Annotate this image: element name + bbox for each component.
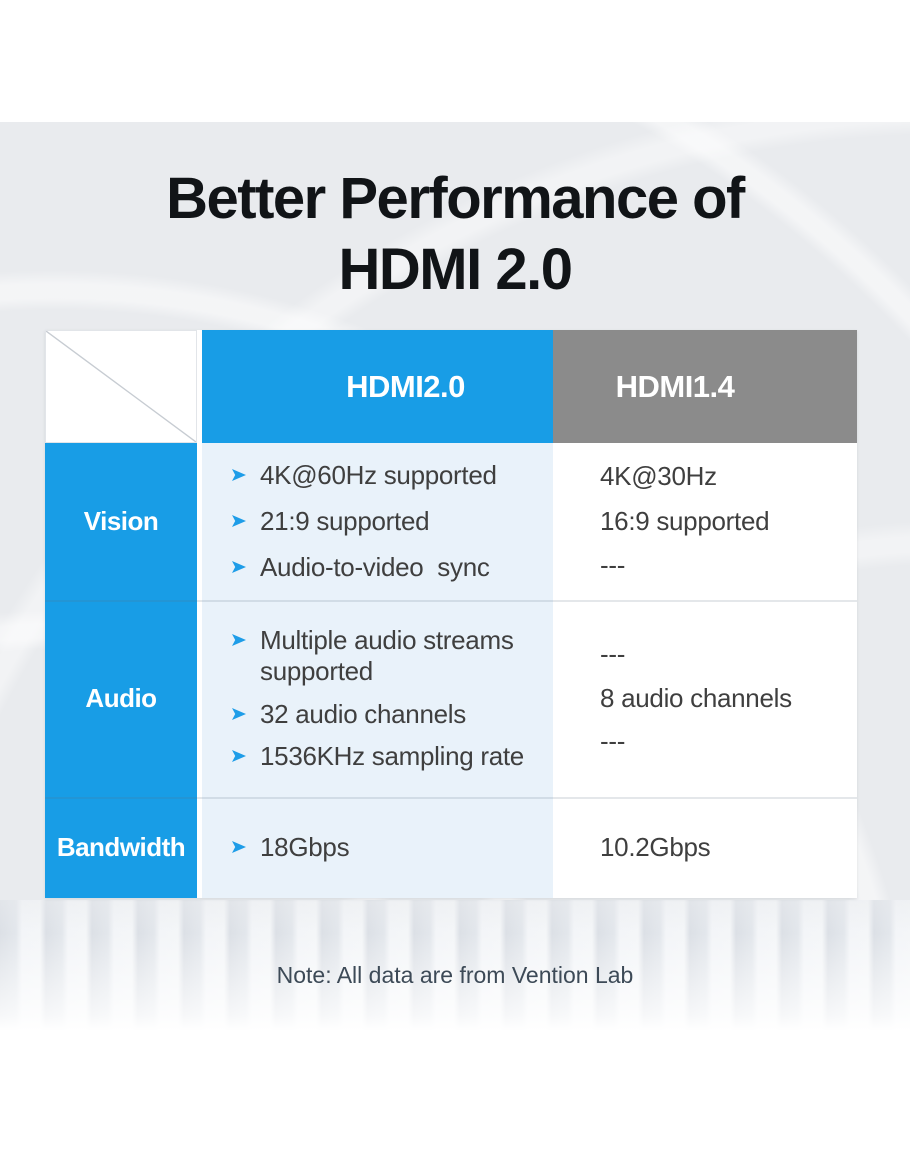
- cell-bandwidth-hdmi20: 18Gbps: [202, 797, 553, 898]
- cell-audio-hdmi20: Multiple audio streams supported 32 audi…: [202, 600, 553, 797]
- comparison-table: HDMI2.0 HDMI1.4 Vision Audio Bandwidth 4…: [45, 330, 857, 898]
- cell-vision-hdmi20: 4K@60Hz supported 21:9 supported Audio-t…: [202, 443, 553, 600]
- row-divider: [45, 600, 857, 602]
- feature-text: 16:9 supported: [600, 505, 770, 536]
- page-title-line2: HDMI 2.0: [338, 237, 573, 302]
- row-divider: [45, 797, 857, 799]
- footnote: Note: All data are from Vention Lab: [276, 962, 634, 988]
- diagonal-divider-icon: [46, 331, 196, 442]
- page-title: Better Performance of HDMI 2.0: [0, 163, 910, 305]
- table-corner-cell: [45, 330, 197, 443]
- bullet-arrow-icon: [232, 515, 246, 528]
- feature-text: 32 audio channels: [260, 698, 466, 729]
- column-header-hdmi20-label: HDMI2.0: [346, 368, 465, 404]
- cell-audio-hdmi14: --- 8 audio channels ---: [553, 600, 857, 797]
- bullet-arrow-icon: [232, 560, 246, 573]
- feature-text: 21:9 supported: [260, 506, 430, 537]
- list-item: Audio-to-video sync: [232, 552, 539, 583]
- column-header-hdmi14-label: HDMI1.4: [615, 368, 735, 404]
- feature-text: ---: [600, 726, 626, 757]
- bullet-arrow-icon: [232, 707, 246, 720]
- list-item: 21:9 supported: [232, 506, 539, 537]
- feature-text: ---: [600, 638, 626, 669]
- bullet-arrow-icon: [232, 750, 246, 763]
- feature-text: Multiple audio streams supported: [260, 625, 521, 686]
- feature-text: Audio-to-video sync: [260, 551, 490, 582]
- feature-text: 8 audio channels: [600, 682, 792, 713]
- feature-text: ---: [600, 550, 626, 581]
- light-rays-stripes: [0, 900, 910, 1031]
- row-label-vision: Vision: [45, 443, 197, 600]
- list-item: 1536KHz sampling rate: [232, 741, 539, 772]
- list-item: 4K@60Hz supported: [232, 460, 539, 491]
- list-item: 32 audio channels: [232, 699, 539, 730]
- row-label-bandwidth-text: Bandwidth: [56, 832, 186, 862]
- column-header-hdmi14: HDMI1.4: [553, 330, 857, 443]
- cell-bandwidth-hdmi14: 10.2Gbps: [553, 797, 857, 898]
- page-title-line1: Better Performance of: [166, 166, 745, 231]
- feature-text: 4K@60Hz supported: [260, 460, 497, 491]
- stripes-fade-overlay: [0, 900, 910, 1031]
- row-label-vision-text: Vision: [83, 506, 159, 536]
- column-gap-strip: [197, 330, 202, 898]
- list-item: 18Gbps: [232, 832, 539, 863]
- row-label-audio-text: Audio: [85, 683, 157, 713]
- feature-text: 4K@30Hz: [600, 460, 717, 491]
- column-header-hdmi20: HDMI2.0: [202, 330, 553, 443]
- row-label-bandwidth: Bandwidth: [45, 797, 197, 898]
- feature-text: 1536KHz sampling rate: [260, 741, 524, 772]
- cell-vision-hdmi14: 4K@30Hz 16:9 supported ---: [553, 443, 857, 600]
- bullet-arrow-icon: [232, 634, 246, 647]
- row-label-audio: Audio: [45, 600, 197, 797]
- list-item: Multiple audio streams supported: [232, 625, 539, 686]
- feature-text: 18Gbps: [260, 832, 350, 863]
- bullet-arrow-icon: [232, 841, 246, 854]
- bullet-arrow-icon: [232, 469, 246, 482]
- feature-text: 10.2Gbps: [600, 831, 711, 862]
